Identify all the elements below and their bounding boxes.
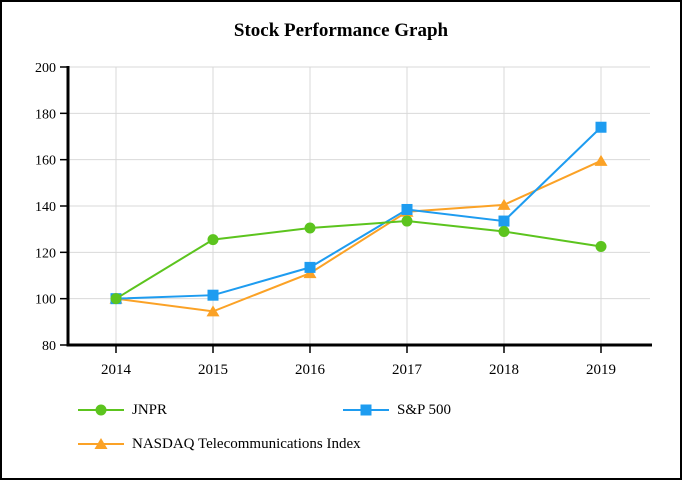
data-point-jnpr <box>401 215 413 227</box>
legend-swatch-marker <box>95 404 107 416</box>
legend-label-jnpr: JNPR <box>132 401 168 418</box>
x-tick-label: 2019 <box>586 362 616 378</box>
data-point-jnpr <box>595 241 607 253</box>
y-tick-label: 140 <box>35 200 56 215</box>
data-point-jnpr <box>304 222 316 234</box>
data-point-jnpr <box>110 293 122 305</box>
x-tick-label: 2016 <box>295 362 326 378</box>
series-line-jnpr <box>115 220 602 300</box>
data-point-s-p-500 <box>498 215 510 227</box>
data-point-nasdaq-telecommunications-index <box>206 305 220 317</box>
legend-swatch-marker <box>360 404 372 416</box>
y-tick-label: 200 <box>35 61 56 76</box>
x-tick-label: 2018 <box>489 362 519 378</box>
sp500-line-square-swatch <box>343 404 389 416</box>
legend-item-jnpr: JNPR <box>78 402 167 418</box>
jnpr-line-circle-swatch <box>78 404 124 416</box>
data-point-nasdaq-telecommunications-index <box>594 154 608 166</box>
x-tick-label: 2014 <box>101 362 132 378</box>
data-point-s-p-500 <box>401 203 413 215</box>
y-tick-label: 80 <box>42 339 56 354</box>
data-point-jnpr <box>207 234 219 246</box>
legend-label-nasdaq-telecom: NASDAQ Telecommunications Index <box>132 435 361 452</box>
legend-item-nasdaq-telecom: NASDAQ Telecommunications Index <box>78 436 361 452</box>
data-point-s-p-500 <box>207 289 219 301</box>
data-point-s-p-500 <box>304 261 316 273</box>
data-point-s-p-500 <box>595 121 607 133</box>
y-tick-label: 100 <box>35 293 56 308</box>
y-tick-label: 180 <box>35 107 56 122</box>
nasdaq-line-triangle-swatch <box>78 438 124 449</box>
y-tick-label: 120 <box>35 246 56 261</box>
series-line-s-p-500 <box>115 126 602 300</box>
x-tick-label: 2017 <box>392 362 423 378</box>
legend-item-sp500: S&P 500 <box>343 402 451 418</box>
chart-title: Stock Performance Graph <box>233 20 449 41</box>
series-line-nasdaq-telecommunications-index <box>115 159 602 313</box>
x-tick-label: 2015 <box>198 362 228 378</box>
legend-label-sp500: S&P 500 <box>397 401 452 418</box>
data-point-jnpr <box>498 225 510 237</box>
legend-swatch-marker <box>94 438 108 449</box>
y-tick-label: 160 <box>35 154 56 169</box>
data-point-nasdaq-telecommunications-index <box>497 198 511 210</box>
